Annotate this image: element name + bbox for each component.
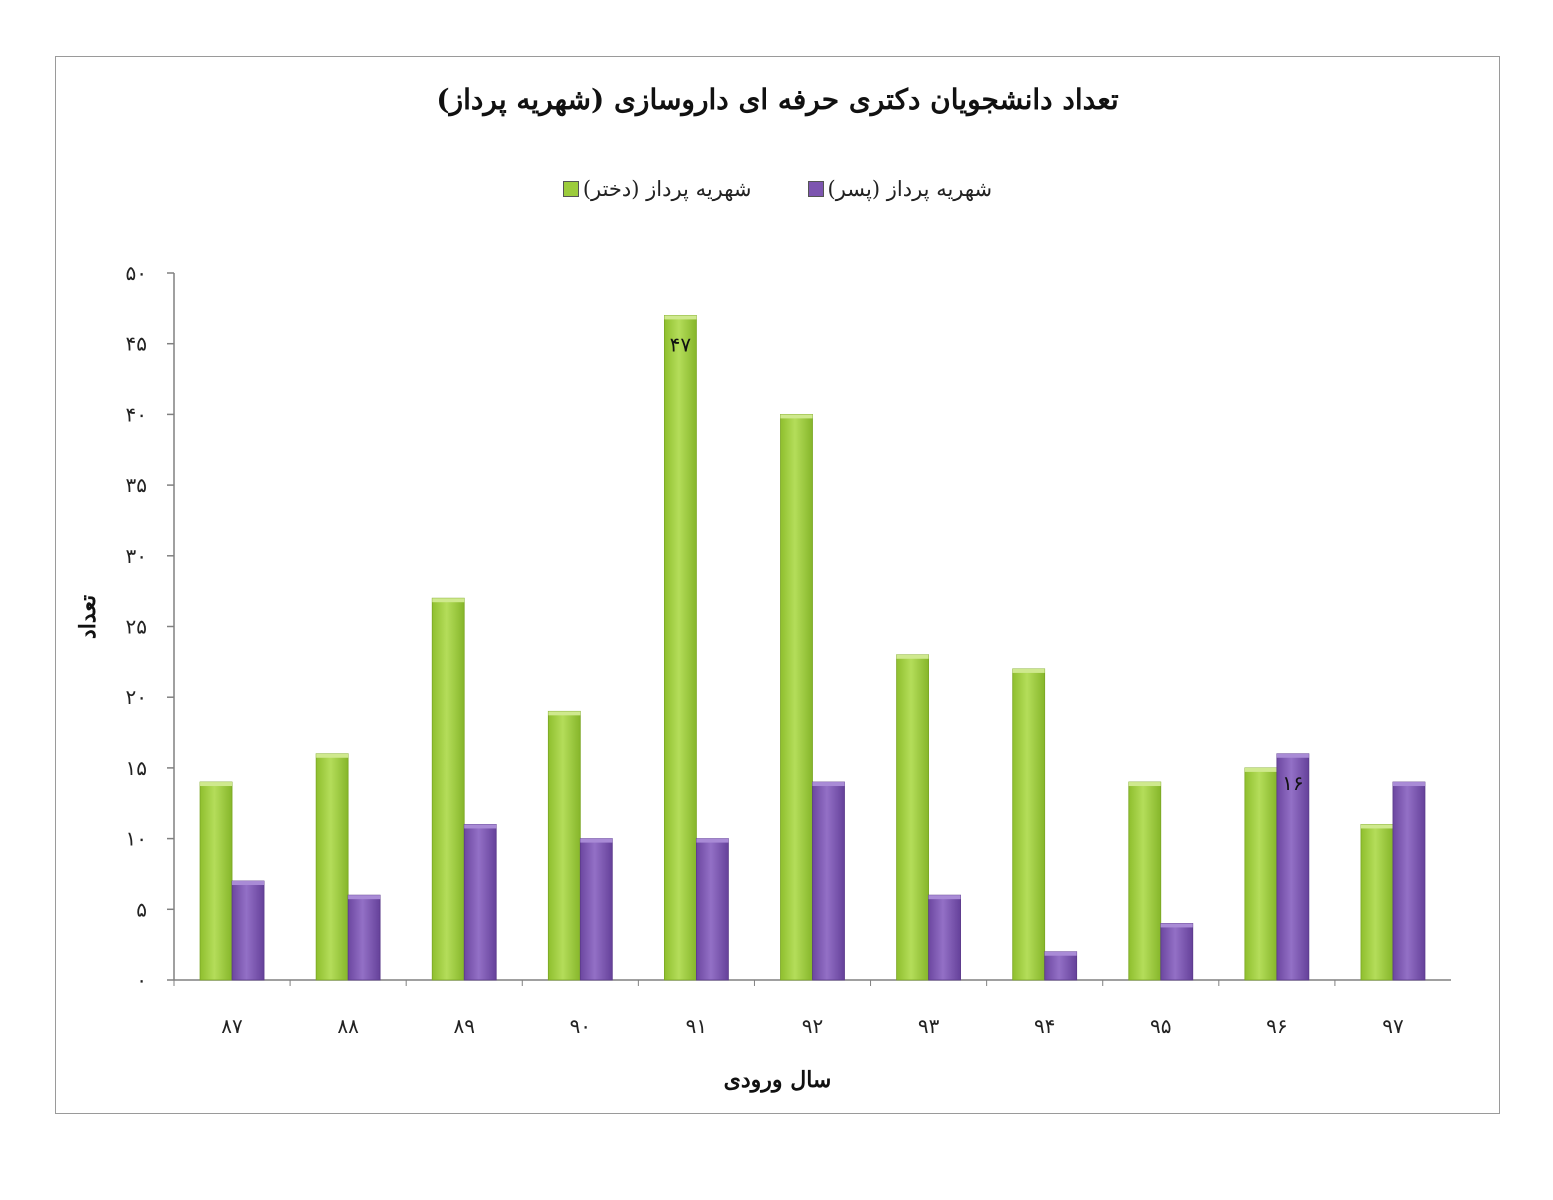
legend-entry-boys: شهریه پرداز (پسر) — [807, 177, 993, 201]
bar-top-highlight — [200, 782, 233, 787]
y-tick-label: ۴۵ — [126, 332, 147, 356]
chart-frame: تعداد دانشجویان دکتری حرفه ای داروسازی (… — [55, 56, 1500, 1114]
bar-girls — [1128, 781, 1162, 981]
bar-top-highlight — [1392, 782, 1425, 787]
y-tick-label: ۱۰ — [126, 827, 147, 851]
bar-boys — [928, 894, 961, 981]
bar-top-highlight — [928, 895, 961, 900]
data-label: ۱۶ — [1282, 771, 1303, 795]
bar-boys — [696, 838, 729, 981]
legend: شهریه پرداز (دختر) شهریه پرداز (پسر) — [56, 177, 1499, 201]
y-tick-label: ۳۰ — [126, 544, 147, 568]
bar-girls — [1012, 668, 1046, 981]
bar-top-highlight — [1360, 824, 1393, 829]
bar-top-highlight — [812, 782, 845, 787]
bar-top-highlight — [896, 654, 929, 659]
x-tick-label: ۸۸ — [337, 1014, 359, 1038]
bar-top-highlight — [1276, 753, 1309, 758]
bar-boys — [812, 781, 845, 981]
legend-label-girls: شهریه پرداز (دختر) — [582, 177, 752, 201]
bar-top-highlight — [780, 414, 813, 419]
legend-entry-girls: شهریه پرداز (دختر) — [562, 177, 752, 201]
bar-boys — [463, 824, 497, 981]
x-tick-label: ۹۷ — [1382, 1014, 1404, 1038]
bar-top-highlight — [1160, 923, 1193, 928]
y-tick-label: ۲۵ — [126, 615, 147, 639]
plot-area: ۰ ۵ ۱۰ ۱۵ ۲۰ ۲۵ ۳۰ ۳۵ ۴۰ ۴۵ ۵۰ ۸۷ ۸۸ ۸۹ ۹۰ ۹۱ ۹۲ ۹۳ ۹۴ ۹۵ ۹۶… — [126, 261, 1451, 1038]
bar-girls — [431, 597, 465, 981]
bar-boys — [231, 880, 265, 981]
x-axis-title: سال ورودی — [723, 1067, 832, 1093]
bar-top-highlight — [696, 838, 729, 843]
bar-girls — [1360, 824, 1394, 981]
bar-top-highlight — [464, 824, 497, 829]
x-tick-label: ۸۷ — [221, 1014, 243, 1038]
x-tick-label: ۹۰ — [570, 1014, 591, 1038]
bar-top-highlight — [1128, 782, 1161, 787]
bar-girls — [896, 654, 929, 981]
x-tick-label: ۹۱ — [686, 1014, 707, 1038]
chart-title: تعداد دانشجویان دکتری حرفه ای داروسازی (… — [436, 83, 1119, 116]
bar-girls — [780, 413, 813, 981]
bar-top-highlight — [664, 315, 697, 320]
bar-girls — [199, 781, 233, 981]
legend-swatch-girls — [562, 181, 579, 197]
y-tick-label: ۲۰ — [126, 685, 147, 709]
bar-boys — [579, 838, 613, 981]
bar-boys — [347, 894, 381, 981]
bar-top-highlight — [1012, 668, 1045, 673]
y-tick-label: ۰ — [136, 968, 147, 992]
bar-top-highlight — [232, 881, 265, 886]
data-label: ۴۷ — [670, 332, 692, 356]
y-tick-label: ۵ — [136, 897, 147, 921]
bar-top-highlight — [580, 838, 613, 843]
bar-boys — [1160, 923, 1194, 981]
x-tick-label: ۹۴ — [1034, 1014, 1055, 1038]
bar-girls — [1244, 767, 1278, 981]
bar-girls — [315, 753, 349, 981]
y-tick-label: ۳۵ — [126, 473, 147, 497]
x-tick-label: ۹۵ — [1150, 1014, 1171, 1038]
y-tick-label: ۴۰ — [126, 402, 147, 426]
bar-boys — [1392, 781, 1426, 981]
bar-boys — [1044, 951, 1078, 981]
y-tick-label: ۵۰ — [126, 261, 147, 285]
y-tick-label: ۱۵ — [126, 756, 147, 780]
bar-top-highlight — [348, 895, 381, 900]
bar-girls — [664, 315, 697, 981]
bar-top-highlight — [432, 598, 465, 603]
x-tick-label: ۹۶ — [1266, 1014, 1287, 1038]
x-tick-label: ۹۳ — [918, 1014, 940, 1038]
bar-girls — [547, 710, 581, 981]
bar-top-highlight — [1044, 951, 1077, 956]
bar-top-highlight — [316, 753, 349, 758]
x-tick-label: ۹۲ — [802, 1014, 823, 1038]
bar-top-highlight — [548, 711, 581, 716]
x-tick-label: ۸۹ — [453, 1014, 474, 1038]
legend-swatch-boys — [807, 181, 824, 197]
legend-label-boys: شهریه پرداز (پسر) — [827, 177, 993, 201]
bar-top-highlight — [1244, 767, 1277, 772]
